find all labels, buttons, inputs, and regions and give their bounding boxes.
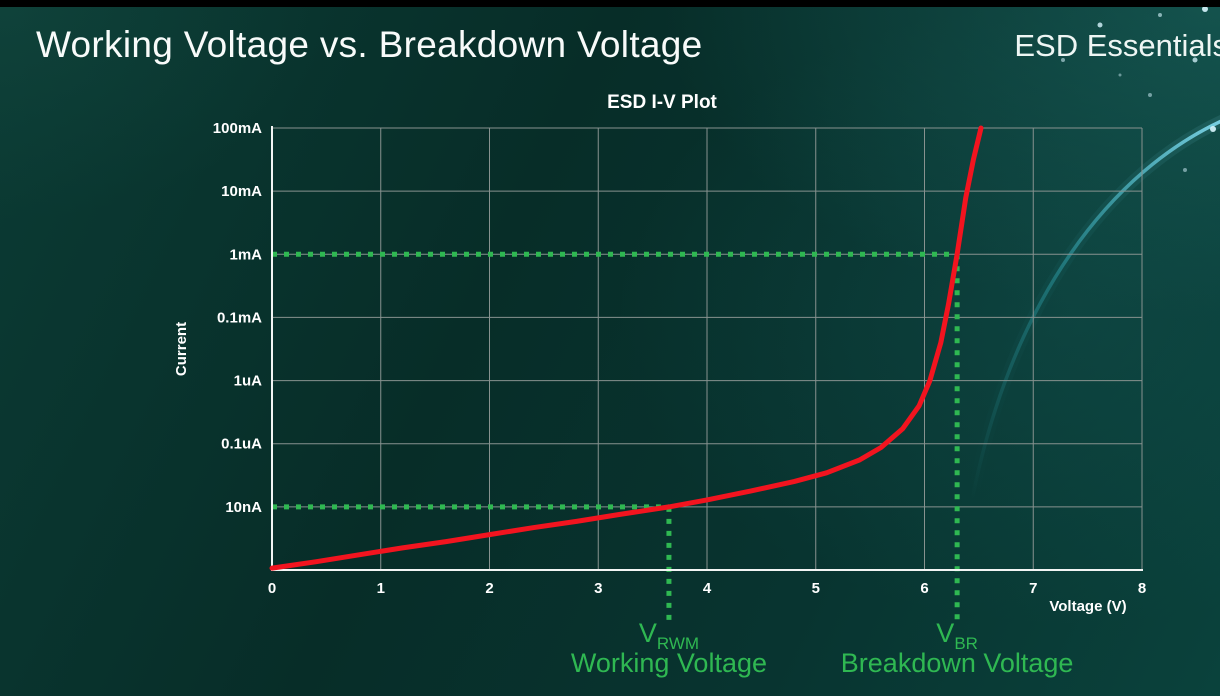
y-tick-label: 1mA — [229, 246, 262, 263]
sparkle-dot — [1202, 6, 1208, 12]
x-tick-label: 0 — [268, 580, 276, 597]
sparkle-dot — [1210, 126, 1216, 132]
sparkle-dot — [1158, 13, 1162, 17]
working-voltage-symbol-label: VRWM — [639, 618, 699, 653]
working-voltage-caption: Working Voltage — [571, 648, 767, 678]
sparkle-dots — [1061, 6, 1216, 172]
x-tick-label: 8 — [1138, 580, 1146, 597]
sparkle-dot — [1097, 22, 1103, 28]
x-tick-label: 7 — [1029, 580, 1037, 597]
y-tick-label: 0.1uA — [221, 436, 262, 453]
sparkle-dot — [1192, 57, 1198, 63]
sparkle-dot — [1118, 73, 1122, 77]
y-tick-label: 0.1mA — [217, 309, 262, 326]
letterbox-bar — [0, 0, 1220, 7]
y-tick-label: 1uA — [234, 373, 263, 390]
sparkle-dot — [1061, 58, 1065, 62]
x-tick-label: 3 — [594, 580, 602, 597]
breakdown-voltage-caption: Breakdown Voltage — [841, 648, 1074, 678]
sparkle-dot — [1183, 168, 1187, 172]
y-tick-label: 10mA — [221, 183, 262, 200]
breakdown-voltage-symbol-label: VBR — [936, 618, 978, 653]
y-axis-title: Current — [173, 322, 190, 376]
x-tick-label: 2 — [485, 580, 493, 597]
y-tick-label: 100mA — [213, 120, 262, 137]
x-tick-label: 1 — [377, 580, 385, 597]
iv-curve — [269, 125, 984, 571]
chart-title: ESD I-V Plot — [607, 92, 717, 113]
x-tick-label: 5 — [812, 580, 820, 597]
sparkle-dot — [1148, 93, 1152, 97]
x-tick-label: 4 — [703, 580, 712, 597]
swoosh-curve — [970, 119, 1220, 501]
x-axis-title: Voltage (V) — [1049, 598, 1126, 615]
brand-label: ESD Essentials — [1014, 28, 1220, 63]
y-tick-label: 10nA — [225, 499, 262, 516]
page-title: Working Voltage vs. Breakdown Voltage — [36, 24, 703, 65]
x-tick-label: 6 — [920, 580, 928, 597]
